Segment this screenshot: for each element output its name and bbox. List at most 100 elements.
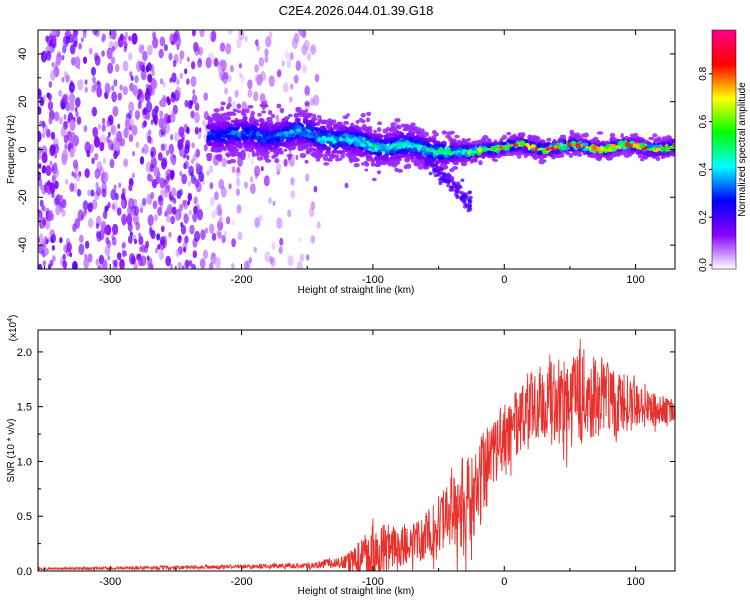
heatmap-cell [226, 105, 230, 110]
heatmap-cell [374, 151, 379, 156]
heatmap-cell [433, 145, 440, 151]
heatmap-cell [208, 117, 214, 123]
heatmap-cell [278, 246, 283, 255]
heatmap-cell [101, 172, 106, 179]
heatmap-cell [46, 35, 54, 47]
heatmap-cell [490, 145, 497, 151]
heatmap-cell [137, 101, 142, 110]
heatmap-cell [382, 155, 389, 160]
heatmap-cell [146, 193, 153, 205]
heatmap-cell [591, 145, 598, 151]
heatmap-cell [209, 196, 215, 207]
heatmap-cell [258, 214, 263, 222]
heatmap-cell [63, 71, 68, 79]
heatmap-cell [145, 240, 150, 249]
heatmap-cell [196, 208, 204, 221]
heatmap-cell [547, 151, 555, 156]
heatmap-cell [268, 197, 272, 204]
heatmap-cell [217, 203, 222, 212]
heatmap-cell [147, 214, 154, 227]
heatmap-cell [111, 236, 117, 246]
heatmap-cell [532, 135, 537, 140]
heatmap-cell [250, 114, 255, 119]
heatmap-cell [289, 52, 294, 61]
heatmap-cell [610, 143, 616, 149]
heatmap-cell [55, 56, 61, 67]
heatmap-cell [394, 118, 401, 123]
heatmap-cell [161, 158, 167, 170]
heatmap-cell [278, 132, 284, 137]
heatmap-cell [407, 147, 412, 152]
heatmap-cell [143, 107, 148, 115]
heatmap-cell [582, 142, 589, 146]
heatmap-cell [384, 149, 391, 155]
heatmap-cell [255, 141, 260, 145]
heatmap-cells [38, 30, 675, 269]
heatmap-cell [299, 253, 305, 262]
heatmap-cell [227, 30, 233, 35]
heatmap-cell [299, 152, 307, 159]
heatmap-cell [187, 180, 192, 187]
heatmap-cell [467, 138, 471, 142]
heatmap-cell [360, 133, 364, 137]
heatmap-cell [47, 210, 54, 222]
heatmap-cell [107, 131, 111, 138]
heatmap-cell [437, 155, 445, 160]
heatmap-cell [140, 69, 147, 81]
heatmap-cell [262, 133, 267, 139]
heatmap-cell [78, 42, 82, 50]
heatmap-cell [344, 182, 349, 189]
heatmap-cell [150, 191, 155, 200]
heatmap-cell [268, 135, 275, 139]
heatmap-cell [186, 126, 190, 134]
heatmap-cell [428, 158, 433, 162]
heatmap-cell [550, 146, 555, 150]
heatmap-cell [236, 166, 240, 174]
heatmap-cell [58, 89, 63, 97]
heatmap-cell [48, 81, 53, 88]
heatmap-cell [416, 130, 421, 136]
colorbar [711, 29, 737, 270]
heatmap-cell [501, 149, 506, 154]
heatmap-cell [80, 37, 84, 43]
heatmap-cell [146, 255, 150, 261]
heatmap-cell [250, 183, 256, 195]
heatmap-cell [482, 134, 489, 141]
heatmap-cell [133, 205, 140, 216]
heatmap-cell [248, 256, 253, 264]
snr-series-group [38, 339, 675, 571]
heatmap-cell [295, 60, 302, 71]
heatmap-cell [369, 146, 375, 150]
heatmap-cell [101, 117, 106, 125]
heatmap-cell [211, 252, 215, 259]
heatmap-cell [340, 140, 347, 145]
heatmap-cell [648, 136, 655, 141]
heatmap-cell [211, 211, 216, 219]
heatmap-cell [213, 143, 220, 149]
heatmap-cell [170, 215, 175, 225]
heatmap-cell [236, 103, 241, 109]
heatmap-cell [326, 136, 332, 141]
heatmap-cell [79, 234, 84, 243]
heatmap-cell [414, 136, 419, 141]
heatmap-cell [390, 137, 397, 143]
heatmap-cell [423, 151, 430, 156]
heatmap-cell [194, 126, 199, 135]
heatmap-cell [109, 158, 115, 169]
heatmap-cell [199, 164, 203, 171]
heatmap-cell [68, 81, 75, 94]
heatmap-cell [664, 146, 671, 152]
heatmap-x-axis-label: Height of straight line (km) [298, 285, 415, 296]
heatmap-cell [190, 61, 196, 70]
heatmap-cell [310, 44, 317, 55]
heatmap-cell [373, 133, 378, 138]
heatmap-cell [516, 153, 522, 159]
heatmap-cell [661, 141, 666, 147]
heatmap-cell [96, 87, 103, 98]
heatmap-cell [363, 151, 368, 156]
heatmap-cell [473, 156, 478, 161]
heatmap-cell [111, 233, 115, 240]
heatmap-cell [149, 164, 155, 173]
heatmap-cell [50, 131, 56, 140]
heatmap-cell [162, 94, 167, 102]
